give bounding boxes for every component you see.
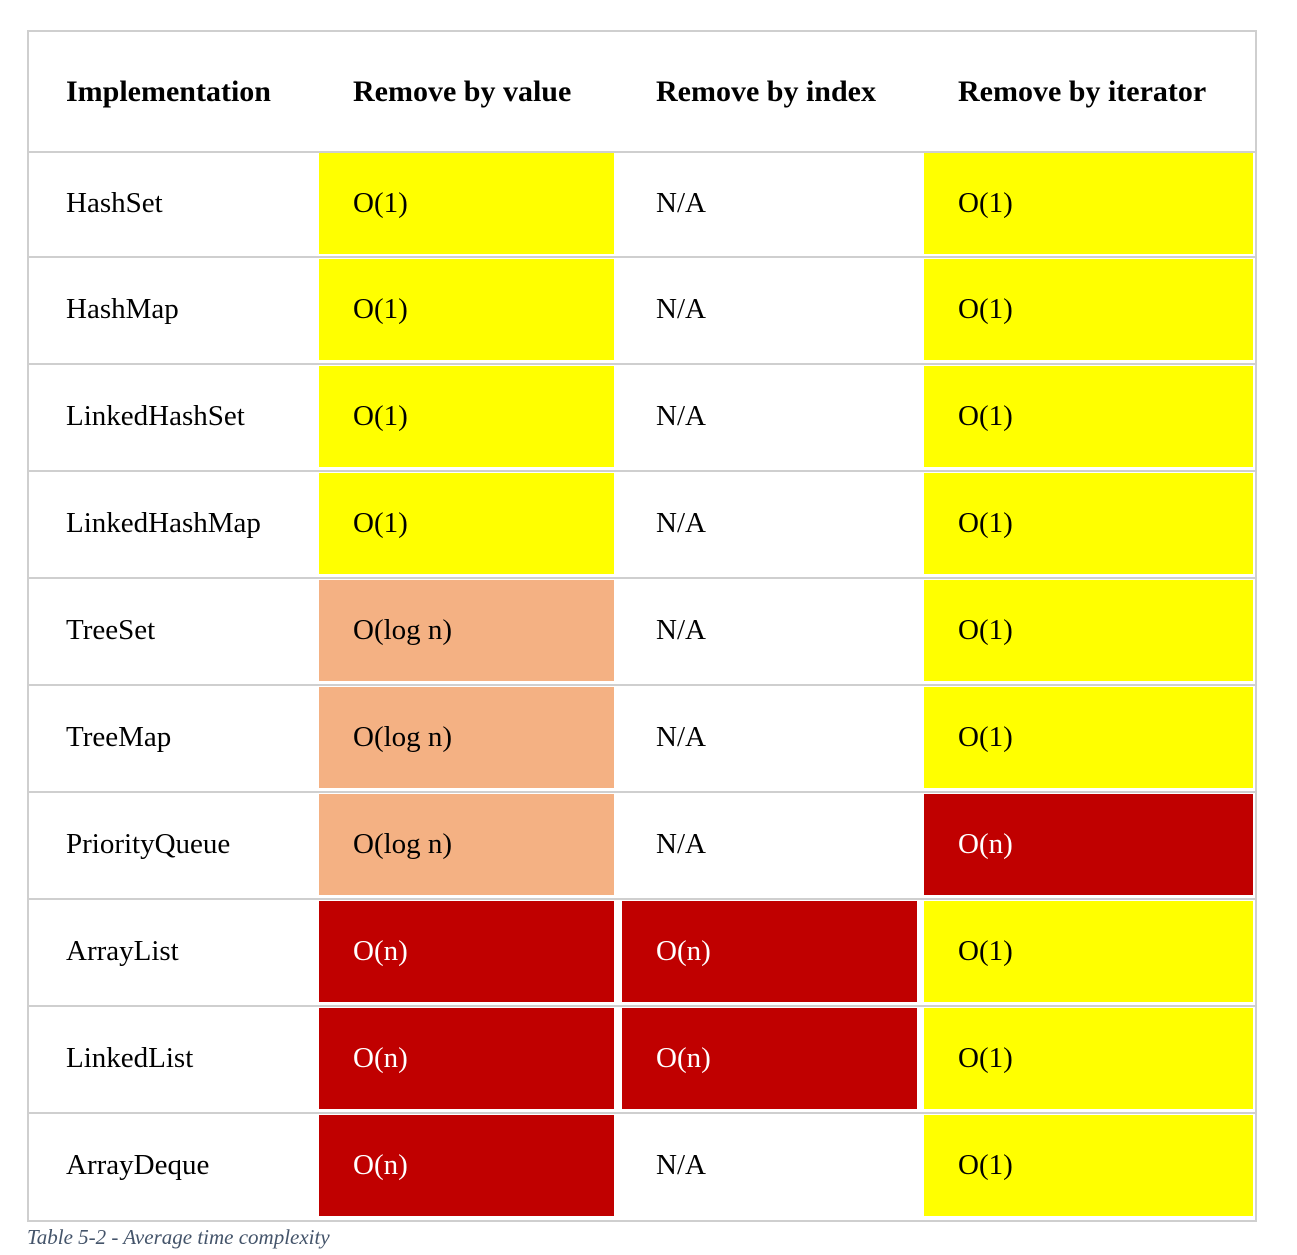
complexity-cell-value: O(n): [319, 1115, 614, 1216]
implementation-cell: ArrayDeque: [29, 1115, 319, 1216]
row-divider: [29, 151, 1255, 153]
complexity-cell-iterator: O(1): [924, 1008, 1253, 1109]
complexity-cell-iterator: O(1): [924, 366, 1253, 467]
header-cell-1: Remove by value: [319, 32, 617, 152]
implementation-cell: HashMap: [29, 259, 319, 360]
complexity-cell-index: O(n): [622, 901, 917, 1002]
complexity-cell-value: O(1): [319, 473, 614, 574]
complexity-cell-index: N/A: [622, 259, 917, 360]
table-caption: Table 5-2 - Average time complexity: [27, 1225, 330, 1249]
header-cell-2: Remove by index: [622, 32, 920, 152]
implementation-cell: TreeMap: [29, 687, 319, 788]
implementation-cell: ArrayList: [29, 901, 319, 1002]
complexity-cell-value: O(log n): [319, 794, 614, 895]
complexity-cell-value: O(1): [319, 153, 614, 254]
row-divider: [29, 1005, 1255, 1007]
row-divider: [29, 577, 1255, 579]
complexity-cell-iterator: O(1): [924, 473, 1253, 574]
implementation-cell: LinkedHashSet: [29, 366, 319, 467]
complexity-cell-value: O(log n): [319, 580, 614, 681]
complexity-cell-index: N/A: [622, 687, 917, 788]
row-divider: [29, 470, 1255, 472]
complexity-cell-iterator: O(1): [924, 580, 1253, 681]
implementation-cell: HashSet: [29, 153, 319, 254]
implementation-cell: TreeSet: [29, 580, 319, 681]
complexity-table: Implementation Remove by value Remove by i…: [27, 30, 1257, 1222]
complexity-cell-index: N/A: [622, 1115, 917, 1216]
complexity-cell-iterator: O(n): [924, 794, 1253, 895]
complexity-cell-iterator: O(1): [924, 153, 1253, 254]
complexity-cell-value: O(1): [319, 366, 614, 467]
complexity-cell-index: N/A: [622, 580, 917, 681]
complexity-cell-iterator: O(1): [924, 1115, 1253, 1216]
implementation-cell: LinkedHashMap: [29, 473, 319, 574]
complexity-cell-index: O(n): [622, 1008, 917, 1109]
complexity-cell-index: N/A: [622, 366, 917, 467]
row-divider: [29, 363, 1255, 365]
row-divider: [29, 256, 1255, 258]
row-divider: [29, 684, 1255, 686]
complexity-cell-value: O(n): [319, 901, 614, 1002]
header-cell-3: Remove by iterator: [924, 32, 1254, 152]
complexity-cell-index: N/A: [622, 473, 917, 574]
implementation-cell: PriorityQueue: [29, 794, 319, 895]
header-cell-0: Implementation: [29, 32, 319, 152]
row-divider: [29, 1112, 1255, 1114]
complexity-cell-iterator: O(1): [924, 901, 1253, 1002]
row-divider: [29, 791, 1255, 793]
complexity-cell-iterator: O(1): [924, 259, 1253, 360]
complexity-cell-iterator: O(1): [924, 687, 1253, 788]
complexity-cell-value: O(log n): [319, 687, 614, 788]
implementation-cell: LinkedList: [29, 1008, 319, 1109]
row-divider: [29, 898, 1255, 900]
complexity-cell-index: N/A: [622, 794, 917, 895]
complexity-cell-index: N/A: [622, 153, 917, 254]
complexity-cell-value: O(1): [319, 259, 614, 360]
complexity-cell-value: O(n): [319, 1008, 614, 1109]
